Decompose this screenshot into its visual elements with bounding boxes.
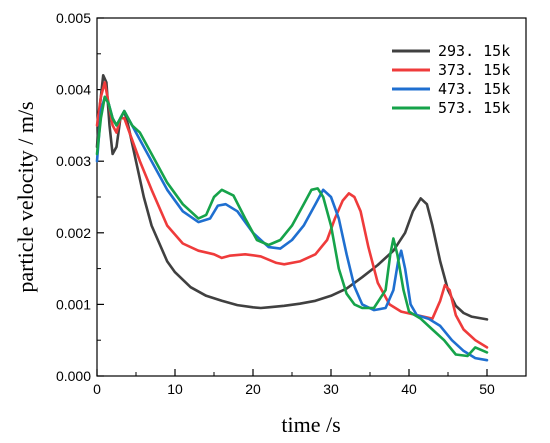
legend-label: 473. 15k	[438, 80, 510, 98]
series-line	[95, 81, 489, 349]
axis-ticks: 0 10 20 30 40 50 0.000 0.001 0.002 0.003 0.004 0.00…	[56, 10, 495, 397]
y-tick-label: 0.000	[56, 368, 91, 384]
x-tick-label: 40	[401, 381, 417, 397]
legend-label: 293. 15k	[438, 42, 510, 60]
x-tick-label: 10	[167, 381, 183, 397]
legend-label: 373. 15k	[438, 61, 510, 79]
y-tick-label: 0.003	[56, 153, 91, 169]
x-tick-label: 50	[479, 381, 495, 397]
legend-label: 573. 15k	[438, 99, 510, 117]
x-tick-label: 30	[323, 381, 339, 397]
y-tick-label: 0.002	[56, 225, 91, 241]
series-layer	[95, 74, 489, 362]
y-tick-label: 0.001	[56, 296, 91, 312]
x-axis-label: time /s	[281, 412, 340, 437]
series-line	[95, 95, 489, 358]
y-axis-label: particle velocity / m/s	[13, 101, 38, 292]
x-tick-label: 0	[93, 381, 101, 397]
x-tick-label: 20	[245, 381, 261, 397]
y-tick-label: 0.005	[56, 10, 91, 26]
series-line	[95, 95, 489, 362]
y-tick-label: 0.004	[56, 82, 91, 98]
